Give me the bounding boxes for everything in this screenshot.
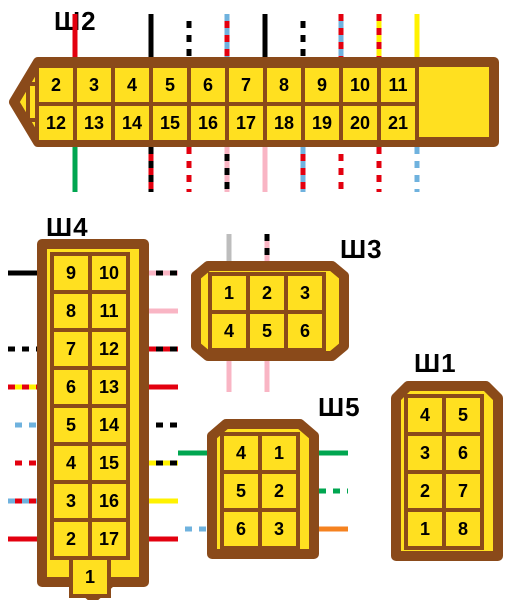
svg-text:6: 6	[66, 377, 76, 397]
svg-text:3: 3	[66, 491, 76, 511]
svg-text:13: 13	[84, 113, 104, 133]
svg-text:20: 20	[350, 113, 370, 133]
svg-text:1: 1	[224, 283, 234, 303]
svg-text:13: 13	[99, 377, 119, 397]
svg-text:15: 15	[99, 453, 119, 473]
svg-text:15: 15	[160, 113, 180, 133]
svg-text:6: 6	[236, 519, 246, 539]
svg-text:9: 9	[317, 75, 327, 95]
svg-text:1: 1	[85, 567, 95, 587]
svg-text:7: 7	[241, 75, 251, 95]
svg-text:21: 21	[388, 113, 408, 133]
svg-text:11: 11	[99, 301, 118, 321]
svg-text:16: 16	[198, 113, 218, 133]
svg-text:8: 8	[458, 519, 468, 539]
svg-text:6: 6	[300, 321, 310, 341]
svg-text:4: 4	[420, 405, 430, 425]
svg-text:5: 5	[458, 405, 468, 425]
svg-text:8: 8	[279, 75, 289, 95]
svg-text:19: 19	[312, 113, 332, 133]
svg-text:4: 4	[127, 75, 137, 95]
svg-text:11: 11	[388, 75, 407, 95]
svg-text:3: 3	[300, 283, 310, 303]
svg-text:5: 5	[165, 75, 175, 95]
svg-text:1: 1	[274, 443, 284, 463]
svg-text:14: 14	[122, 113, 142, 133]
svg-text:3: 3	[420, 443, 430, 463]
svg-text:5: 5	[66, 415, 76, 435]
svg-text:10: 10	[350, 75, 370, 95]
svg-text:17: 17	[99, 529, 119, 549]
svg-text:7: 7	[66, 339, 76, 359]
diagram-canvas: 1234567891011121314151617181920219108117…	[0, 0, 516, 600]
svg-text:6: 6	[203, 75, 213, 95]
svg-text:7: 7	[458, 481, 468, 501]
svg-text:12: 12	[99, 339, 119, 359]
svg-text:2: 2	[274, 481, 284, 501]
svg-text:2: 2	[420, 481, 430, 501]
svg-text:14: 14	[99, 415, 119, 435]
svg-text:4: 4	[224, 321, 234, 341]
svg-text:18: 18	[274, 113, 294, 133]
svg-text:4: 4	[66, 453, 76, 473]
svg-text:1: 1	[420, 519, 430, 539]
svg-text:10: 10	[99, 263, 119, 283]
svg-text:3: 3	[274, 519, 284, 539]
svg-text:6: 6	[458, 443, 468, 463]
svg-text:9: 9	[66, 263, 76, 283]
svg-text:17: 17	[236, 113, 256, 133]
svg-text:2: 2	[262, 283, 272, 303]
svg-text:2: 2	[51, 75, 61, 95]
svg-text:3: 3	[89, 75, 99, 95]
svg-text:2: 2	[66, 529, 76, 549]
svg-text:12: 12	[46, 113, 66, 133]
svg-text:4: 4	[236, 443, 246, 463]
svg-text:8: 8	[66, 301, 76, 321]
svg-text:5: 5	[262, 321, 272, 341]
svg-text:5: 5	[236, 481, 246, 501]
svg-text:16: 16	[99, 491, 119, 511]
